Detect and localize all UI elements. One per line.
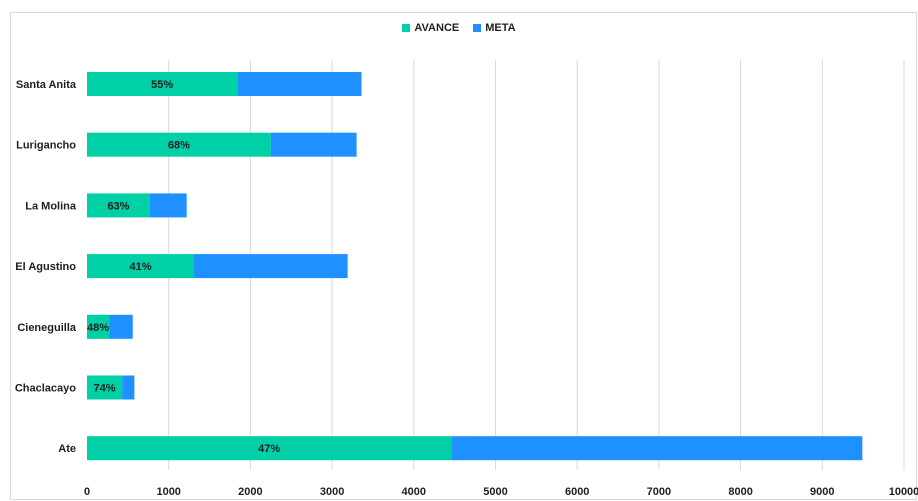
category-label: Lurigancho	[16, 140, 76, 152]
bar-avance	[87, 314, 110, 339]
bar-meta	[270, 132, 357, 157]
x-tick-label: 5000	[483, 486, 507, 498]
bar-avance	[87, 375, 123, 400]
data-label: 55%	[151, 79, 173, 91]
x-tick-label: 2000	[238, 486, 262, 498]
x-tick-label: 9000	[810, 486, 834, 498]
x-tick-label: 6000	[565, 486, 589, 498]
bar-meta	[451, 436, 863, 461]
x-tick-label: 4000	[402, 486, 426, 498]
category-label: Cieneguilla	[17, 322, 77, 334]
category-label: La Molina	[25, 200, 77, 212]
category-label: Chaclacayo	[15, 383, 76, 395]
x-tick-label: 10000	[889, 486, 918, 498]
legend-swatch	[402, 24, 411, 32]
data-label: 68%	[168, 140, 190, 152]
x-tick-label: 3000	[320, 486, 344, 498]
category-label: El Agustino	[15, 261, 76, 273]
legend-item-meta: META	[473, 22, 516, 34]
category-label: Santa Anita	[16, 79, 77, 91]
bar-meta	[237, 72, 362, 96]
data-label: 48%	[87, 322, 109, 334]
x-tick-label: 0	[84, 486, 90, 498]
legend: AVANCE META	[0, 22, 918, 34]
data-label: 47%	[258, 443, 280, 455]
data-label: 74%	[94, 383, 116, 395]
bar-meta	[109, 314, 133, 339]
bar-avance	[87, 72, 238, 96]
bar-avance	[87, 132, 271, 157]
data-label: 63%	[107, 200, 129, 212]
data-label: 41%	[129, 261, 151, 273]
bar-avance	[87, 436, 452, 461]
x-tick-label: 1000	[156, 486, 180, 498]
category-label: Ate	[58, 443, 76, 455]
x-tick-label: 8000	[728, 486, 752, 498]
bar-avance	[87, 254, 195, 279]
bar-meta	[194, 254, 348, 279]
legend-item-avance: AVANCE	[402, 22, 459, 34]
legend-swatch	[473, 24, 482, 32]
bar-meta	[149, 193, 187, 218]
bar-avance	[87, 193, 150, 218]
legend-label: AVANCE	[414, 22, 460, 34]
legend-label: META	[485, 22, 516, 34]
bar-meta	[122, 375, 135, 400]
x-tick-label: 7000	[647, 486, 671, 498]
